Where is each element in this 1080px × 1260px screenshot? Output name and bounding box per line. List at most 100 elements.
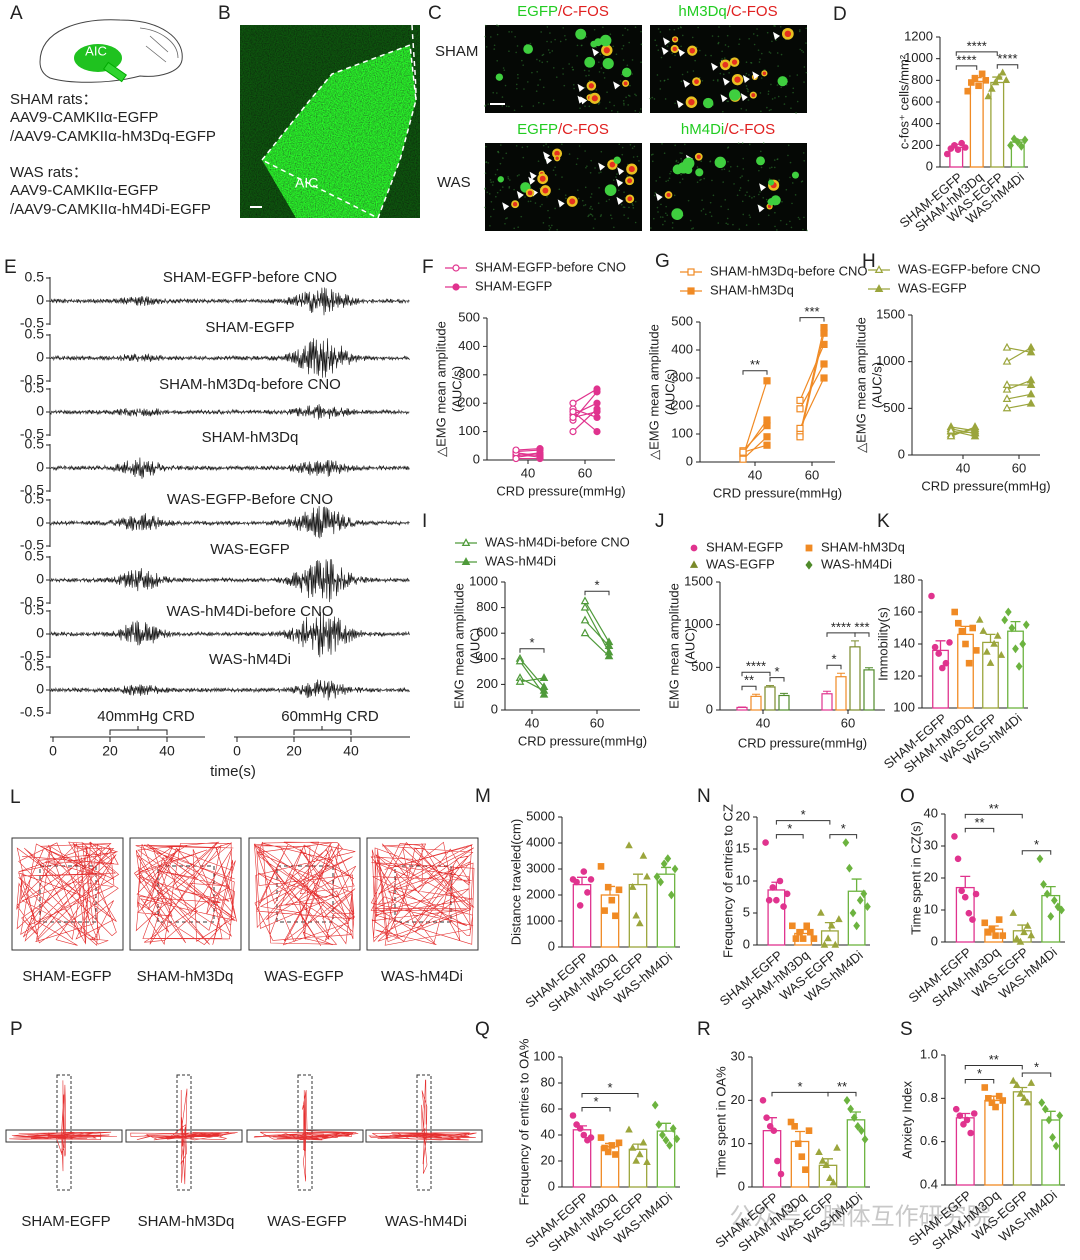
data-point bbox=[992, 1103, 999, 1111]
speckle bbox=[803, 159, 806, 162]
legend-marker bbox=[461, 557, 471, 566]
speckle bbox=[692, 227, 694, 229]
vector-text: AAV9-CAMKIIα-EGFP bbox=[10, 182, 158, 199]
speckle bbox=[554, 166, 556, 169]
speckle bbox=[799, 29, 801, 31]
speckle bbox=[747, 179, 750, 182]
data-point bbox=[1027, 931, 1036, 939]
data-point bbox=[824, 934, 832, 942]
significance-bracket bbox=[955, 51, 998, 56]
data-point bbox=[659, 1130, 666, 1140]
speckle bbox=[540, 31, 542, 33]
speckle bbox=[806, 229, 808, 232]
data-point bbox=[765, 896, 773, 904]
speckle bbox=[770, 166, 773, 169]
x-tick-label: 60 bbox=[590, 715, 604, 730]
y-tick-label: 15 bbox=[736, 840, 750, 855]
error-bar bbox=[960, 625, 971, 635]
data-point bbox=[1002, 403, 1012, 412]
arrowhead bbox=[577, 83, 585, 92]
y-tick-label: 0 bbox=[548, 1178, 555, 1193]
data-point bbox=[593, 385, 601, 393]
speckle bbox=[516, 87, 518, 90]
error-bar bbox=[752, 693, 760, 697]
arrowhead bbox=[545, 156, 553, 165]
y-tick-label: 400 bbox=[458, 338, 480, 353]
data-point bbox=[796, 424, 804, 432]
speckle bbox=[623, 206, 626, 209]
y-tick-label: 500 bbox=[671, 313, 693, 328]
data-point bbox=[1012, 644, 1019, 654]
arrowhead bbox=[616, 178, 624, 187]
speckle bbox=[539, 205, 542, 208]
speckle bbox=[503, 69, 506, 71]
y-tick-label: 0.4 bbox=[920, 1176, 938, 1191]
data-point bbox=[671, 864, 679, 874]
error-bar bbox=[865, 667, 873, 670]
speckle bbox=[659, 31, 662, 33]
significance-bracket bbox=[581, 1107, 611, 1112]
speckle bbox=[590, 205, 592, 208]
data-point bbox=[593, 399, 601, 407]
speckle bbox=[757, 223, 760, 226]
speckle bbox=[552, 169, 555, 171]
speckle bbox=[724, 199, 727, 201]
title-part: hM3Dq bbox=[678, 3, 726, 20]
arrowhead bbox=[711, 62, 719, 71]
data-point bbox=[990, 639, 998, 647]
speckle bbox=[502, 157, 504, 159]
data-point bbox=[1038, 1098, 1046, 1108]
speckle bbox=[777, 65, 779, 67]
data-point bbox=[1023, 921, 1032, 929]
speckle bbox=[489, 224, 491, 227]
y-tick-label: 10 bbox=[731, 1135, 745, 1150]
speckle bbox=[486, 191, 489, 194]
speckle bbox=[627, 104, 629, 106]
speckle bbox=[739, 187, 742, 189]
y-tick-label: 100 bbox=[458, 423, 480, 438]
y-tick-label: 5000 bbox=[526, 808, 555, 823]
speckle bbox=[736, 165, 739, 168]
speckle bbox=[577, 197, 580, 200]
speckle bbox=[654, 39, 657, 41]
y-tick-label: 500 bbox=[458, 309, 480, 324]
speckle bbox=[613, 226, 615, 229]
data-point bbox=[597, 1134, 605, 1141]
data-point bbox=[776, 877, 784, 885]
y-tick-label: 180 bbox=[893, 571, 915, 586]
y-tick-label: 200 bbox=[458, 395, 480, 410]
speckle bbox=[700, 160, 703, 163]
pair-line bbox=[1006, 393, 1032, 400]
cfos-nucleus bbox=[542, 187, 549, 194]
legend-marker bbox=[452, 283, 460, 291]
data-point bbox=[632, 1156, 641, 1164]
data-point bbox=[1022, 620, 1030, 630]
bar bbox=[932, 649, 949, 709]
speckle bbox=[717, 42, 720, 45]
track bbox=[253, 841, 357, 947]
speckle bbox=[508, 50, 510, 52]
stim-label: 60mmHg CRD bbox=[281, 708, 379, 725]
speckle bbox=[542, 86, 545, 89]
data-point bbox=[766, 1123, 774, 1130]
speckle bbox=[550, 41, 552, 43]
y-tick-label: 0 bbox=[898, 446, 905, 461]
trace-tick-label: 0 bbox=[36, 514, 44, 530]
speckle bbox=[758, 61, 761, 63]
speckle bbox=[805, 27, 807, 30]
data-point bbox=[815, 1148, 823, 1156]
significance-label: ** bbox=[744, 673, 754, 688]
speckle bbox=[534, 202, 537, 204]
vector-text: /AAV9-CAMKIIα-hM3Dq-EGFP bbox=[10, 128, 216, 145]
legend-label: SHAM-EGFP bbox=[475, 278, 552, 293]
y-tick-label: 10 bbox=[924, 901, 938, 916]
speckle bbox=[745, 61, 748, 63]
significance-bracket bbox=[519, 648, 545, 653]
speckle bbox=[552, 67, 555, 69]
y-tick-label: 500 bbox=[691, 659, 713, 674]
speckle bbox=[523, 88, 525, 90]
data-point bbox=[861, 1134, 869, 1144]
arrowhead bbox=[528, 176, 536, 185]
speckle bbox=[711, 179, 713, 182]
data-point bbox=[1052, 1141, 1060, 1151]
